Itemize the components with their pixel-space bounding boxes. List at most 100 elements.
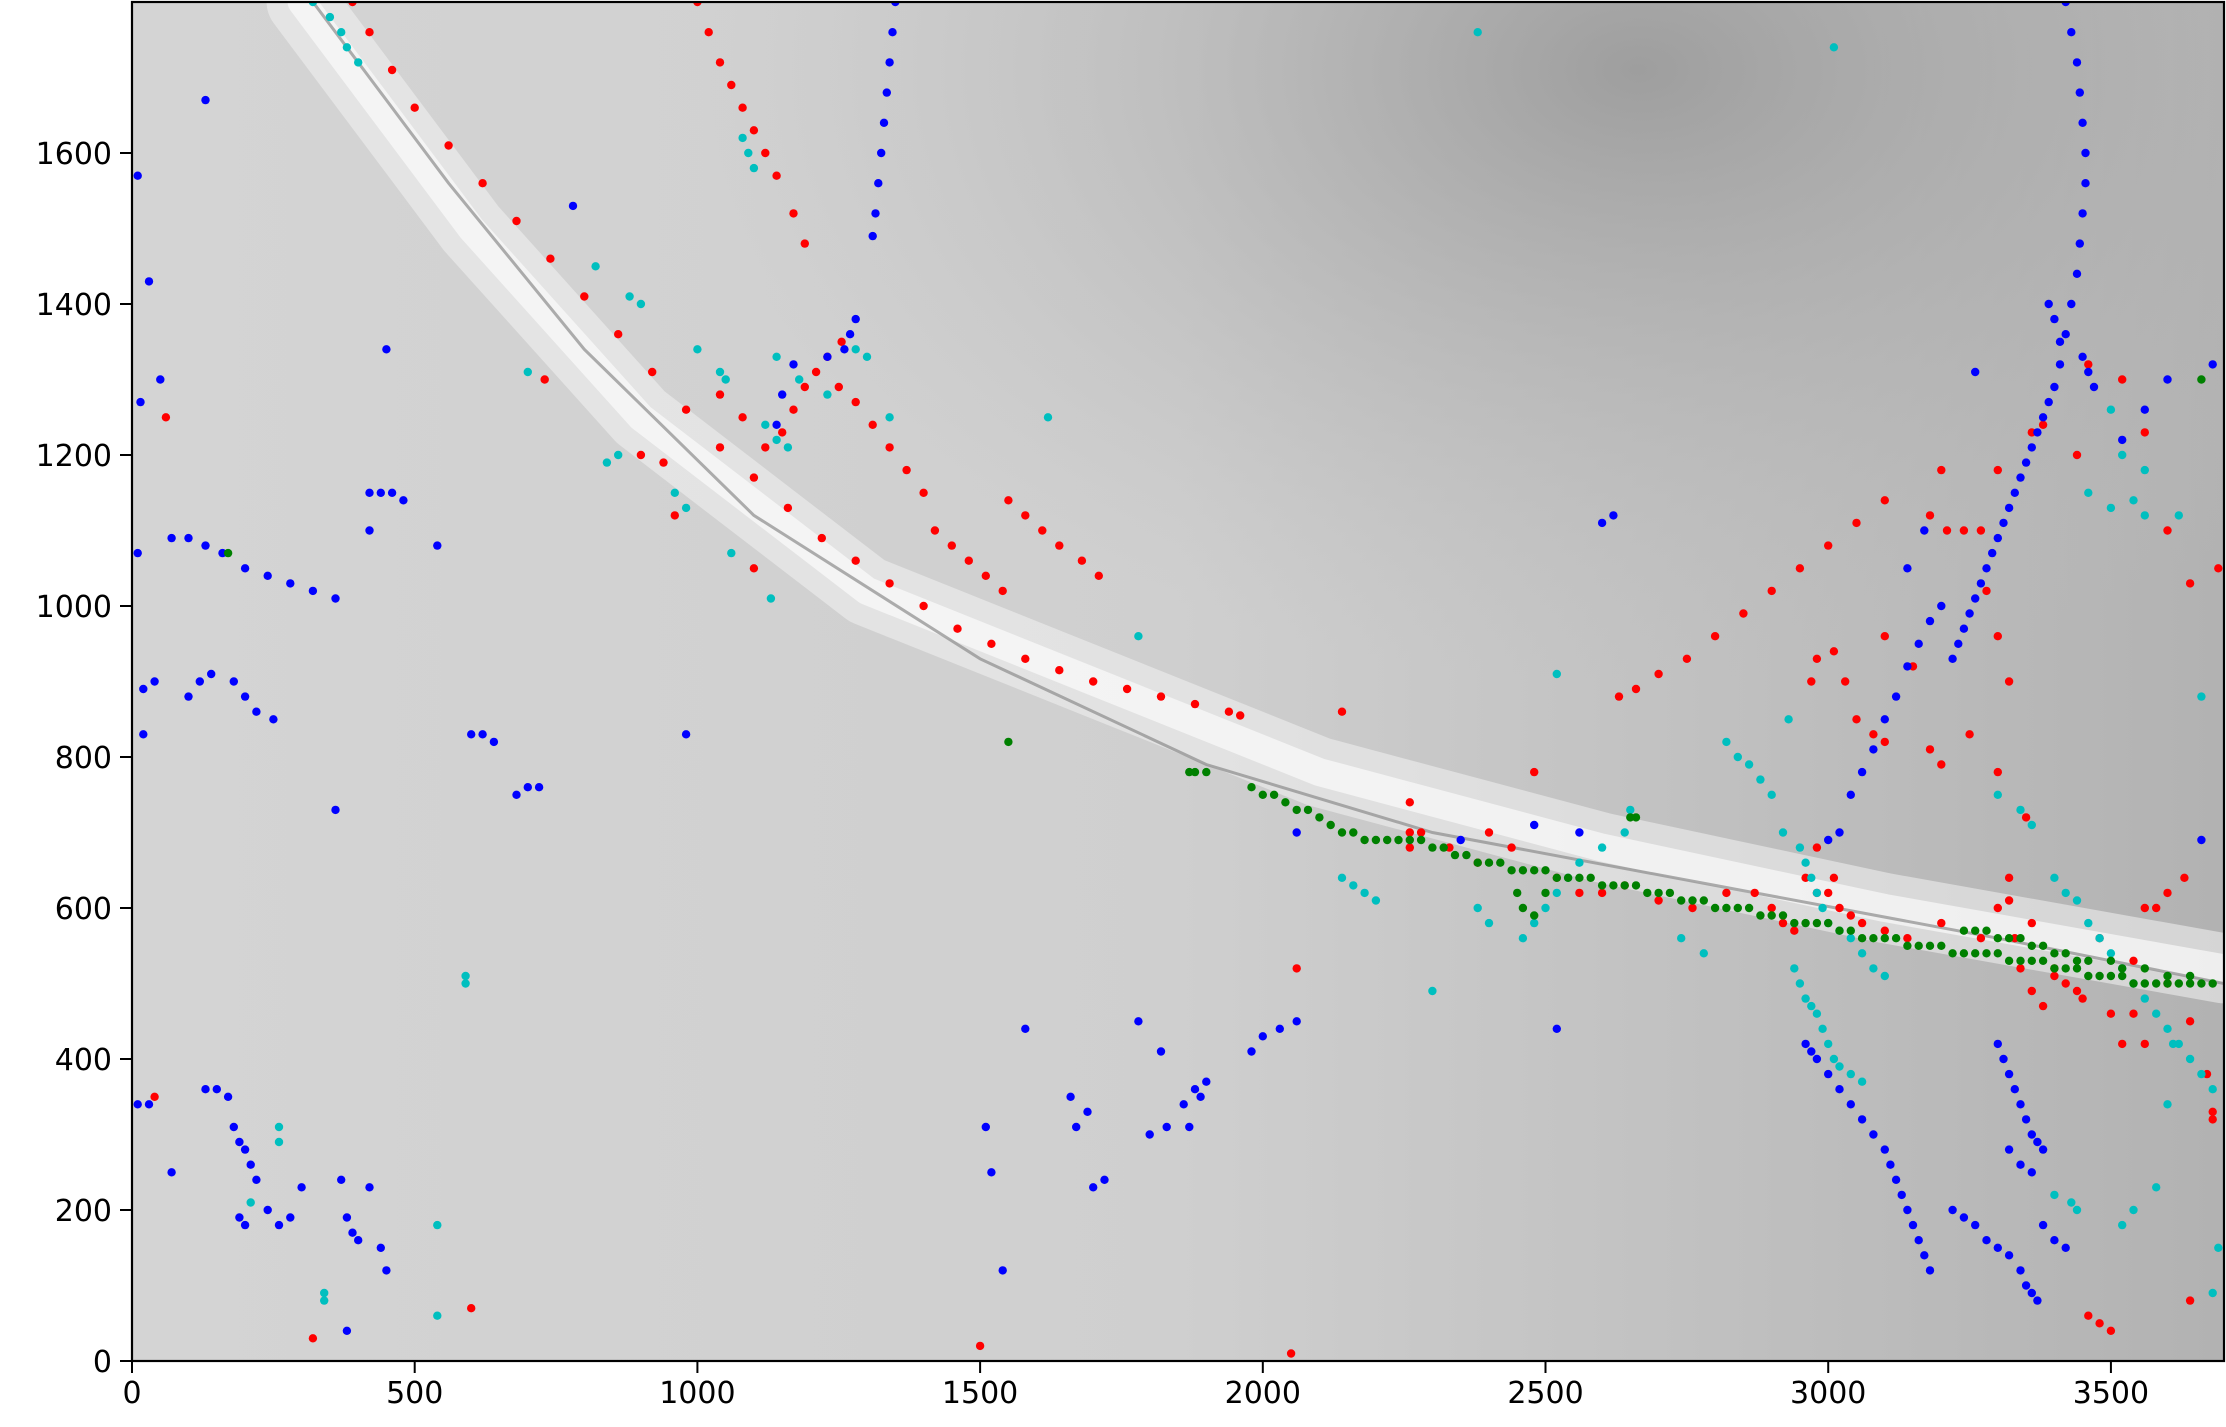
- point-blue: [871, 209, 880, 218]
- point-blue: [1908, 1220, 1918, 1230]
- point-red: [1654, 669, 1663, 679]
- point-cyan: [2084, 918, 2093, 928]
- point-red: [1925, 745, 1935, 754]
- point-blue: [1857, 767, 1867, 777]
- point-red: [1484, 828, 1494, 837]
- point-cyan: [1552, 669, 1562, 679]
- point-cyan: [354, 58, 363, 67]
- point-red: [1021, 511, 1030, 520]
- point-cyan: [2197, 1069, 2206, 1079]
- point-blue: [1982, 564, 1991, 573]
- point-blue: [240, 692, 250, 701]
- point-green: [1563, 873, 1573, 882]
- point-red: [715, 390, 725, 399]
- point-blue: [467, 730, 476, 739]
- point-red: [851, 556, 860, 565]
- point-blue: [2004, 1251, 2014, 1260]
- point-blue: [1954, 639, 1963, 648]
- point-red: [749, 473, 759, 482]
- point-red: [2118, 1039, 2127, 1049]
- point-blue: [2038, 1220, 2048, 1230]
- point-blue: [252, 1175, 261, 1185]
- point-green: [1004, 737, 1013, 747]
- point-blue: [1292, 828, 1301, 837]
- point-cyan: [325, 12, 335, 22]
- point-cyan: [433, 1311, 442, 1320]
- point-cyan: [670, 488, 679, 497]
- point-red: [2163, 888, 2172, 898]
- point-blue: [2027, 1168, 2037, 1177]
- point-red: [2185, 579, 2195, 588]
- point-green: [1790, 918, 1799, 928]
- point-blue: [1089, 1183, 1098, 1192]
- point-cyan: [1812, 888, 1822, 898]
- point-blue: [1880, 715, 1890, 724]
- point-red: [1405, 843, 1415, 852]
- point-blue: [263, 1205, 272, 1215]
- point-red: [1722, 888, 1731, 898]
- point-blue: [1812, 1054, 1822, 1064]
- point-cyan: [738, 133, 747, 143]
- point-blue: [354, 1236, 363, 1245]
- point-blue: [1959, 624, 1969, 633]
- point-blue: [263, 571, 272, 580]
- point-red: [614, 330, 623, 339]
- point-red: [834, 382, 843, 392]
- point-cyan: [1829, 1054, 1839, 1064]
- point-blue: [297, 1183, 306, 1192]
- point-blue: [2084, 367, 2093, 377]
- point-red: [789, 405, 798, 414]
- point-blue: [1846, 1100, 1856, 1109]
- point-red: [161, 413, 171, 422]
- point-green: [2163, 979, 2172, 988]
- point-red: [1976, 526, 1986, 535]
- point-red: [1852, 518, 1861, 528]
- x-tick-label: 2000: [1225, 1376, 1301, 1411]
- point-green: [1710, 903, 1720, 913]
- point-green: [2050, 964, 2059, 973]
- point-cyan: [320, 1296, 329, 1305]
- point-red: [1829, 873, 1839, 882]
- point-cyan: [1371, 896, 1381, 905]
- point-blue: [2021, 458, 2031, 467]
- point-red: [2050, 971, 2059, 981]
- point-cyan: [274, 1122, 284, 1132]
- point-blue: [2163, 375, 2172, 384]
- point-red: [851, 397, 860, 407]
- point-green: [1869, 934, 1878, 943]
- point-green: [1631, 813, 1641, 822]
- point-cyan: [766, 594, 776, 603]
- point-red: [2027, 918, 2037, 928]
- point-green: [1518, 866, 1528, 875]
- point-blue: [235, 1213, 244, 1222]
- point-cyan: [1857, 949, 1867, 958]
- point-blue: [144, 277, 154, 286]
- point-blue: [1920, 526, 1929, 535]
- y-tick-label: 400: [55, 1043, 112, 1078]
- point-green: [2027, 941, 2037, 950]
- point-red: [1750, 888, 1759, 898]
- point-red: [2061, 979, 2070, 988]
- point-red: [738, 413, 747, 422]
- point-red: [2078, 994, 2087, 1003]
- point-blue: [167, 533, 176, 543]
- point-cyan: [1518, 934, 1528, 943]
- point-blue: [1145, 1130, 1154, 1139]
- point-cyan: [1043, 413, 1053, 422]
- point-blue: [2075, 88, 2084, 97]
- point-blue: [144, 1100, 154, 1109]
- point-blue: [2078, 352, 2087, 361]
- point-cyan: [1846, 1069, 1856, 1079]
- point-cyan: [823, 390, 832, 399]
- point-blue: [2208, 360, 2217, 369]
- point-blue: [2027, 1130, 2037, 1139]
- point-cyan: [749, 163, 759, 173]
- point-red: [1976, 934, 1986, 943]
- point-red: [981, 571, 990, 580]
- point-blue: [2033, 1296, 2042, 1305]
- point-blue: [1971, 1220, 1980, 1230]
- point-green: [1507, 866, 1516, 875]
- point-cyan: [614, 450, 623, 460]
- point-red: [1682, 654, 1692, 663]
- point-green: [2129, 979, 2138, 988]
